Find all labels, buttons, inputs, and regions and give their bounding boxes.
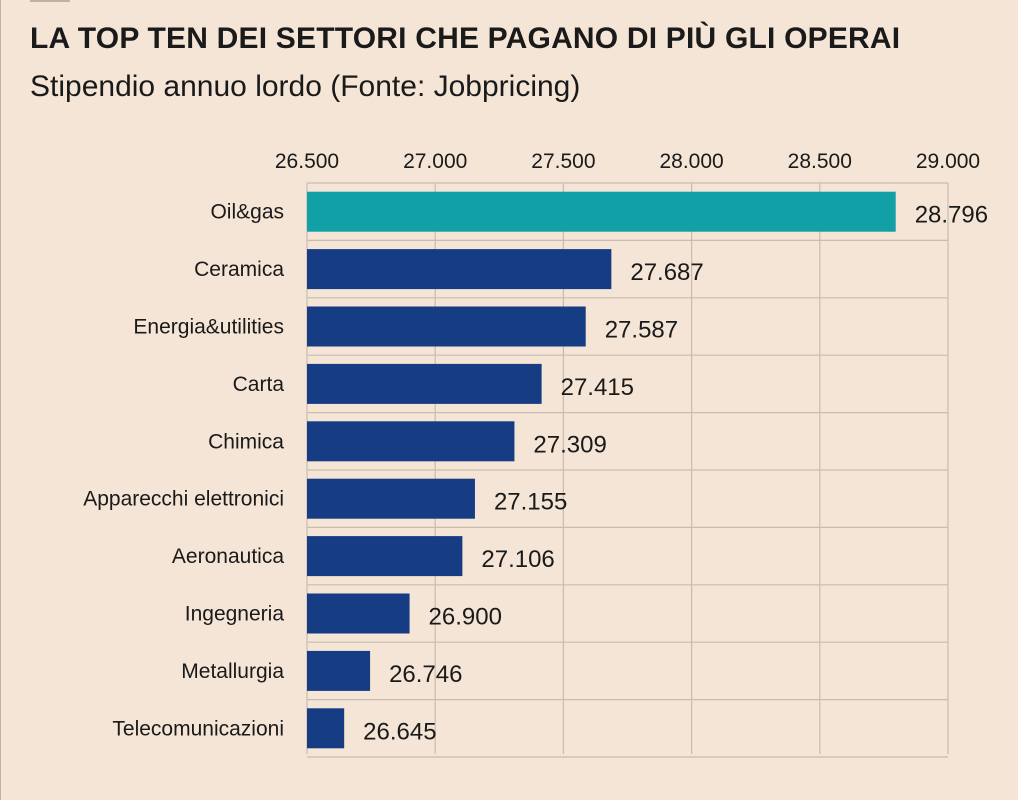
x-tick-label: 28.000 [659,150,723,173]
value-label: 27.687 [630,259,703,286]
chart-title: LA TOP TEN DEI SETTORI CHE PAGANO DI PIÙ… [30,22,901,55]
x-tick-label: 27.500 [531,150,595,173]
x-tick-label: 26.500 [275,150,339,173]
value-label: 27.415 [561,374,634,401]
bar [307,363,542,404]
bar [307,191,896,232]
category-label: Oil&gas [210,201,284,224]
value-label: 27.309 [533,431,606,458]
bar [307,478,475,519]
category-label: Chimica [208,430,284,453]
x-tick-label: 27.000 [403,150,467,173]
x-tick-label: 29.000 [916,150,980,173]
category-label: Metallurgia [181,660,284,683]
bar [307,650,371,691]
category-label: Carta [233,373,285,396]
category-label: Energia&utilities [133,316,284,339]
value-label: 28.796 [915,202,988,229]
bar [307,708,345,749]
bar [307,593,410,634]
category-label: Ceramica [194,258,284,281]
x-tick-label: 28.500 [788,150,852,173]
frame-border [0,0,1,800]
bar [307,249,612,290]
bar [307,536,463,577]
category-label: Apparecchi elettronici [83,488,284,511]
value-label: 27.587 [605,317,678,344]
value-label: 27.155 [494,489,567,516]
bar [307,421,515,462]
value-label: 26.645 [363,718,436,745]
chart-subtitle: Stipendio annuo lordo (Fonte: Jobpricing… [30,70,581,103]
category-label: Ingegneria [185,603,285,626]
value-label: 27.106 [481,546,554,573]
frame-tick [30,0,70,2]
value-label: 26.746 [389,661,462,688]
category-label: Telecomunicazioni [112,717,284,740]
category-label: Aeronautica [172,545,284,568]
value-label: 26.900 [429,604,502,631]
bar [307,306,586,347]
